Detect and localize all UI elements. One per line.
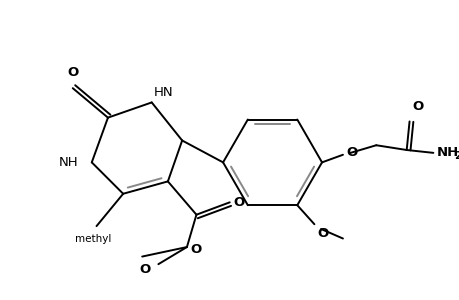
Text: O: O (233, 196, 244, 209)
Text: NH: NH (59, 156, 78, 169)
Text: NH: NH (436, 146, 459, 159)
Text: O: O (412, 100, 423, 113)
Text: methyl: methyl (74, 234, 111, 244)
Text: O: O (67, 66, 78, 79)
Text: O: O (139, 263, 151, 276)
Text: O: O (346, 146, 357, 159)
Text: O: O (190, 243, 202, 256)
Text: O: O (317, 227, 328, 240)
Text: 2: 2 (453, 151, 459, 161)
Text: HN: HN (153, 85, 173, 99)
